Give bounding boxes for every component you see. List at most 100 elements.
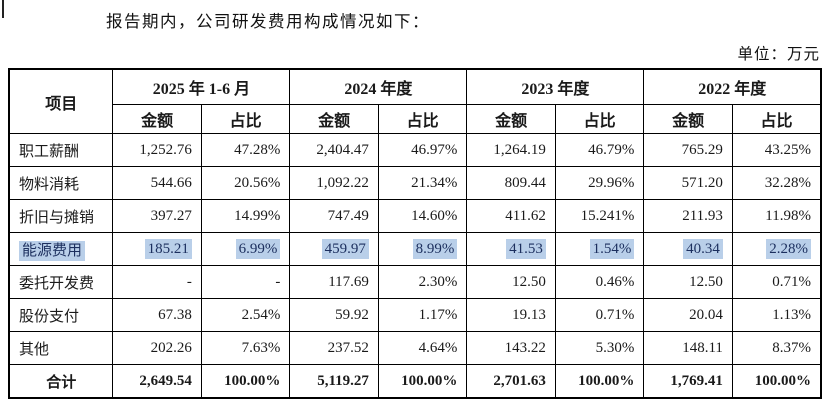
value-cell: 5.30% xyxy=(554,331,645,365)
value-cell: 1,092.22 xyxy=(289,166,379,200)
value-cell: 2,404.47 xyxy=(289,133,379,167)
rd-expense-table: 项目 2025 年 1-6 月 2024 年度 2023 年度 2022 年度 … xyxy=(8,68,822,399)
item-cell: 职工薪酬 xyxy=(8,133,114,167)
value-cell: 1.17% xyxy=(377,298,468,332)
value-cell: 0.71% xyxy=(554,298,645,332)
highlighted-text: 41.53 xyxy=(506,238,546,259)
value-cell: 100.00% xyxy=(731,364,822,399)
value-cell: 397.27 xyxy=(112,199,202,233)
value-cell: 1,264.19 xyxy=(466,133,556,167)
value-cell: 2.54% xyxy=(200,298,291,332)
value-cell: 8.37% xyxy=(731,331,822,365)
col-header-period-2024: 2024 年度 xyxy=(289,68,468,105)
value-cell: 2.28% xyxy=(731,232,822,266)
item-cell: 股份支付 xyxy=(8,298,114,332)
value-cell: - xyxy=(112,265,202,299)
value-cell: 6.99% xyxy=(200,232,291,266)
value-cell: 20.04 xyxy=(643,298,733,332)
value-cell: 5,119.27 xyxy=(289,364,379,399)
table-row: 物料消耗 544.66 20.56% 1,092.22 21.34% 809.44 29.9… xyxy=(8,166,822,200)
value-cell: 4.64% xyxy=(377,331,468,365)
value-cell: 459.97 xyxy=(289,232,379,266)
value-cell: 14.99% xyxy=(200,199,291,233)
col-header-ratio: 占比 xyxy=(731,104,822,134)
value-cell: 21.34% xyxy=(377,166,468,200)
item-cell: 合计 xyxy=(8,364,114,399)
item-cell: 能源费用 xyxy=(8,232,114,266)
value-cell: 1,252.76 xyxy=(112,133,202,167)
highlighted-text: 8.99% xyxy=(412,238,458,259)
value-cell: 11.98% xyxy=(731,199,822,233)
value-cell: 1.13% xyxy=(731,298,822,332)
value-cell: 12.50 xyxy=(466,265,556,299)
page-edge-mark xyxy=(2,0,4,18)
value-cell: 2,701.63 xyxy=(466,364,556,399)
value-cell: 20.56% xyxy=(200,166,291,200)
value-cell: 765.29 xyxy=(643,133,733,167)
value-cell: 12.50 xyxy=(643,265,733,299)
value-cell: 809.44 xyxy=(466,166,556,200)
table-row: 其他 202.26 7.63% 237.52 4.64% 143.22 5.30% 148.1… xyxy=(8,331,822,365)
col-header-ratio: 占比 xyxy=(200,104,291,134)
table-row: 折旧与摊销 397.27 14.99% 747.49 14.60% 411.62 15.24… xyxy=(8,199,822,233)
value-cell: 100.00% xyxy=(377,364,468,399)
col-header-amount: 金额 xyxy=(643,104,733,134)
highlighted-text: 能源费用 xyxy=(19,240,86,261)
col-header-ratio: 占比 xyxy=(377,104,468,134)
header-row-periods: 项目 2025 年 1-6 月 2024 年度 2023 年度 2022 年度 xyxy=(8,68,822,134)
item-cell: 其他 xyxy=(8,331,114,365)
col-header-ratio: 占比 xyxy=(554,104,645,134)
value-cell: - xyxy=(200,265,291,299)
value-cell: 7.63% xyxy=(200,331,291,365)
value-cell: 59.92 xyxy=(289,298,379,332)
value-cell: 544.66 xyxy=(112,166,202,200)
value-cell: 100.00% xyxy=(554,364,645,399)
total-row: 合计 2,649.54 100.00% 5,119.27 100.00% 2,701.63… xyxy=(8,364,822,399)
table-row: 委托开发费 - -117.69 2.30% 12.50 0.46% 12.50 0.71% xyxy=(8,265,822,299)
value-cell: 40.34 xyxy=(643,232,733,266)
unit-label: 单位：万元 xyxy=(737,46,820,63)
value-cell: 41.53 xyxy=(466,232,556,266)
item-cell: 折旧与摊销 xyxy=(8,199,114,233)
value-cell: 2,649.54 xyxy=(112,364,202,399)
col-header-amount: 金额 xyxy=(466,104,556,134)
value-cell: 15.241% xyxy=(554,199,645,233)
value-cell: 2.30% xyxy=(377,265,468,299)
value-cell: 211.93 xyxy=(643,199,733,233)
col-header-period-2025h1: 2025 年 1-6 月 xyxy=(112,68,291,105)
table-row: 能源费用 185.21 6.99% 459.97 8.99% 41.53 1.54% 40.3… xyxy=(8,232,822,266)
highlighted-text: 2.28% xyxy=(766,238,811,259)
value-cell: 148.11 xyxy=(643,331,733,365)
col-header-amount: 金额 xyxy=(289,104,379,134)
table-row: 股份支付 67.38 2.54% 59.92 1.17% 19.13 0.71% 20.04 1… xyxy=(8,298,822,332)
highlighted-text: 1.54% xyxy=(589,238,635,259)
value-cell: 32.28% xyxy=(731,166,822,200)
item-cell: 委托开发费 xyxy=(8,265,114,299)
highlighted-text: 40.34 xyxy=(683,238,723,259)
value-cell: 143.22 xyxy=(466,331,556,365)
value-cell: 0.46% xyxy=(554,265,645,299)
table-row: 职工薪酬 1,252.76 47.28% 2,404.47 46.97% 1,264.19… xyxy=(8,133,822,167)
highlighted-text: 6.99% xyxy=(235,238,281,259)
col-header-period-2022: 2022 年度 xyxy=(643,68,822,105)
intro-text: 报告期内，公司研发费用构成情况如下： xyxy=(106,12,430,31)
value-cell: 47.28% xyxy=(200,133,291,167)
value-cell: 0.71% xyxy=(731,265,822,299)
highlighted-text: 185.21 xyxy=(144,238,192,259)
value-cell: 19.13 xyxy=(466,298,556,332)
value-cell: 8.99% xyxy=(377,232,468,266)
col-header-period-2023: 2023 年度 xyxy=(466,68,645,105)
value-cell: 67.38 xyxy=(112,298,202,332)
value-cell: 100.00% xyxy=(200,364,291,399)
value-cell: 1,769.41 xyxy=(643,364,733,399)
value-cell: 571.20 xyxy=(643,166,733,200)
value-cell: 185.21 xyxy=(112,232,202,266)
col-header-item: 项目 xyxy=(8,68,114,134)
item-cell: 物料消耗 xyxy=(8,166,114,200)
value-cell: 29.96% xyxy=(554,166,645,200)
value-cell: 43.25% xyxy=(731,133,822,167)
value-cell: 14.60% xyxy=(377,199,468,233)
value-cell: 747.49 xyxy=(289,199,379,233)
value-cell: 237.52 xyxy=(289,331,379,365)
value-cell: 46.79% xyxy=(554,133,645,167)
